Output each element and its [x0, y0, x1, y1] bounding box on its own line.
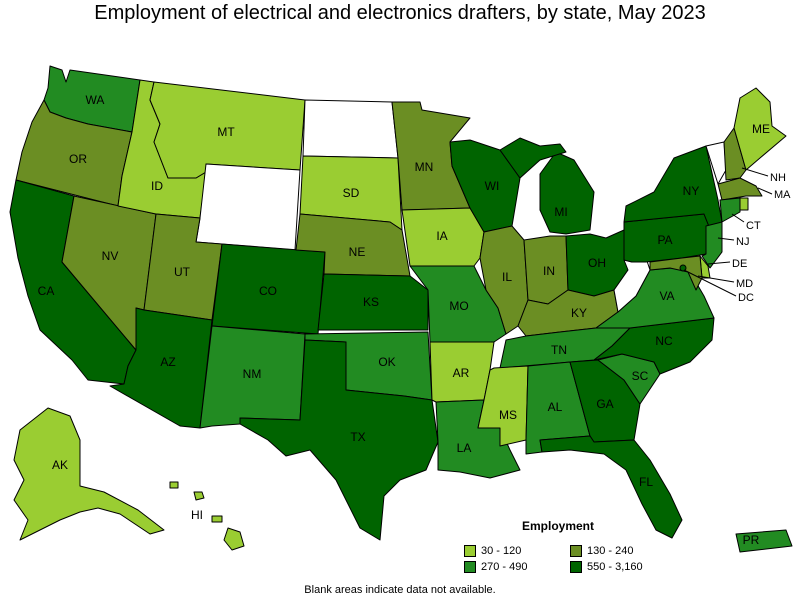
label-md: MD [736, 278, 753, 290]
label-fl: FL [639, 475, 653, 489]
label-sd: SD [343, 186, 360, 200]
state-ks[interactable] [317, 273, 429, 331]
label-nj: NJ [736, 236, 749, 248]
map-title: Employment of electrical and electronics… [94, 2, 706, 24]
legend-item-2: 130 - 240 [570, 545, 633, 557]
state-nd[interactable] [302, 99, 399, 159]
label-wa: WA [86, 93, 105, 107]
label-id: ID [151, 179, 163, 193]
leader-md [697, 275, 735, 283]
label-in: IN [543, 264, 555, 278]
label-pa: PA [657, 233, 672, 247]
leader-de [707, 261, 731, 265]
state-tx[interactable] [239, 339, 439, 541]
leader-dc [683, 269, 737, 297]
label-ky: KY [571, 306, 587, 320]
leader-nh [741, 167, 769, 177]
legend-label-4: 550 - 3,160 [587, 561, 643, 573]
label-me: ME [752, 122, 770, 136]
legend-label-1: 30 - 120 [481, 545, 522, 557]
label-mt: MT [217, 125, 235, 139]
leader-ma [757, 187, 773, 195]
label-sc: SC [632, 369, 649, 383]
state-hi[interactable] [223, 527, 245, 551]
label-ms: MS [499, 408, 517, 422]
label-ga: GA [596, 397, 613, 411]
legend-swatch-4 [570, 561, 582, 573]
label-ia: IA [436, 229, 447, 243]
state-ri[interactable] [739, 197, 749, 211]
state-md[interactable] [649, 255, 703, 291]
label-wi: WI [485, 179, 500, 193]
label-co: CO [259, 284, 277, 298]
state-hi-oahu[interactable] [193, 491, 205, 501]
label-la: LA [457, 441, 472, 455]
label-tn: TN [551, 343, 567, 357]
label-dc: DC [738, 292, 754, 304]
state-ma[interactable] [717, 177, 763, 201]
state-ct[interactable] [719, 197, 741, 223]
label-tx: TX [350, 430, 365, 444]
state-me[interactable] [733, 87, 787, 171]
label-hi: HI [191, 508, 203, 522]
leader-nj [717, 237, 735, 241]
legend-swatch-2 [570, 545, 582, 557]
legend-swatch-3 [464, 561, 476, 573]
state-nc[interactable] [593, 317, 715, 375]
leader-ct [731, 213, 745, 223]
state-nj[interactable] [701, 221, 723, 269]
state-mi-upper[interactable] [499, 137, 567, 179]
label-il: IL [502, 270, 512, 284]
legend-label-3: 270 - 490 [481, 561, 528, 573]
label-ny: NY [683, 184, 700, 198]
label-az: AZ [160, 355, 175, 369]
label-nh: NH [770, 172, 786, 184]
legend-item-4: 550 - 3,160 [570, 561, 643, 573]
label-oh: OH [588, 256, 606, 270]
state-ny[interactable] [623, 145, 723, 235]
label-ut: UT [174, 265, 191, 279]
label-pr: PR [743, 533, 760, 547]
label-al: AL [548, 400, 563, 414]
label-ks: KS [363, 295, 379, 309]
label-nm: NM [243, 367, 262, 381]
state-hi-maui[interactable] [211, 515, 223, 523]
legend-item-3: 270 - 490 [464, 561, 527, 573]
label-ak: AK [52, 458, 68, 472]
state-mi[interactable] [539, 151, 595, 235]
state-dc[interactable] [679, 264, 687, 272]
label-ne: NE [349, 245, 366, 259]
label-nc: NC [655, 334, 673, 348]
label-or: OR [69, 152, 87, 166]
label-ok: OK [378, 355, 395, 369]
label-mi: MI [554, 205, 567, 219]
state-nh[interactable] [723, 127, 747, 181]
label-de: DE [732, 258, 747, 270]
state-mt[interactable] [149, 81, 306, 179]
label-ar: AR [453, 366, 470, 380]
state-labels: WA OR CA NV ID MT UT AZ CO NM SD NE KS O… [38, 93, 791, 547]
state-hi-kauai[interactable] [169, 481, 179, 489]
state-il[interactable] [479, 225, 529, 335]
label-va: VA [659, 289, 674, 303]
state-wy[interactable] [195, 163, 301, 251]
legend-item-1: 30 - 120 [464, 545, 521, 557]
label-mo: MO [449, 299, 468, 313]
label-ct: CT [746, 220, 761, 232]
label-ca: CA [38, 284, 55, 298]
legend-title: Employment [522, 519, 595, 533]
state-fl[interactable] [539, 435, 683, 539]
footnote: Blank areas indicate data not available. [304, 584, 496, 596]
label-mn: MN [415, 160, 434, 174]
label-ma: MA [774, 189, 791, 201]
legend-swatch-1 [464, 545, 476, 557]
state-ak[interactable] [13, 407, 165, 541]
legend-label-2: 130 - 240 [587, 545, 634, 557]
state-pr[interactable] [735, 529, 793, 553]
label-nv: NV [102, 249, 119, 263]
